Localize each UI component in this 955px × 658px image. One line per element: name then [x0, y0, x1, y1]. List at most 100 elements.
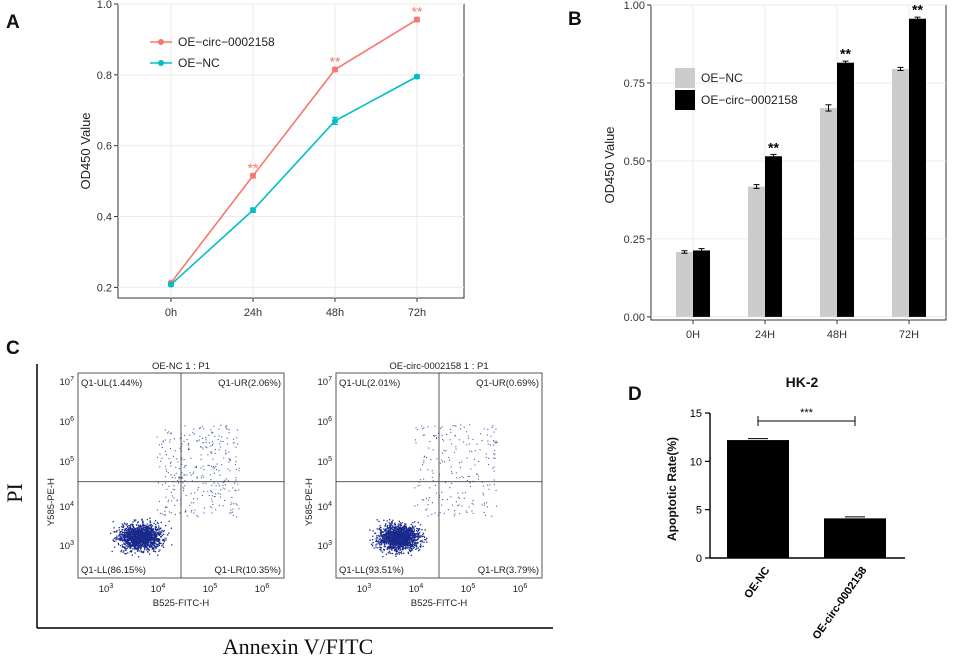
flow-dot	[113, 537, 115, 540]
flow-dot	[226, 428, 228, 430]
flow-dot	[160, 460, 162, 462]
flow-dot	[394, 541, 396, 543]
flow-dot	[164, 429, 166, 431]
flow-y-tick: 103	[318, 540, 333, 552]
flow-dot	[396, 538, 398, 540]
flow-dot	[400, 527, 402, 529]
flow-dot	[426, 537, 428, 540]
flow-dot	[444, 481, 447, 484]
quadrant-ul-label: Q1-UL(1.44%)	[81, 378, 142, 389]
flow-dot	[163, 514, 165, 516]
flow-dot	[122, 546, 124, 548]
flow-dot	[150, 534, 152, 536]
flow-dot	[145, 530, 148, 532]
flow-dot	[173, 497, 175, 499]
flow-dot	[228, 490, 230, 492]
flow-dot	[193, 512, 195, 514]
flow-dot	[153, 543, 155, 546]
flow-dot	[458, 439, 460, 441]
flow-dot	[137, 521, 139, 524]
flow-dot	[121, 539, 124, 541]
flow-dot	[222, 487, 224, 489]
flow-dot	[148, 536, 151, 538]
flow-dot	[152, 539, 155, 541]
flow-dot	[153, 544, 155, 547]
flow-dot	[406, 544, 409, 547]
flow-dot	[114, 540, 116, 543]
flow-dot	[150, 527, 152, 530]
flow-dot	[146, 526, 149, 529]
flow-dot	[125, 541, 127, 544]
line-chart-a: 0.20.40.60.81.00h 24h 48h 72h ****** OE−cir…	[78, 0, 465, 319]
flow-dot	[142, 530, 144, 532]
flow-dot	[493, 444, 495, 446]
flow-dot	[126, 547, 129, 549]
flow-dot	[407, 532, 410, 535]
flow-dot	[392, 530, 394, 533]
flow-y-tick-exponent: 6	[328, 416, 332, 423]
flow-dot	[164, 510, 166, 512]
flow-dot	[146, 518, 149, 521]
flow-dot	[137, 534, 139, 536]
flow-dot	[405, 528, 408, 530]
flow-dot	[413, 536, 415, 539]
flow-dot	[427, 515, 429, 517]
flow-dot	[136, 538, 138, 540]
flow-dot	[493, 483, 495, 485]
flow-dot	[381, 531, 383, 533]
flow-dot	[135, 548, 137, 550]
flow-dot	[404, 536, 407, 538]
flow-dot	[154, 545, 157, 547]
flow-dot	[210, 489, 212, 492]
flow-x-tick: 105	[461, 583, 476, 595]
flow-dot	[472, 499, 474, 502]
flow-dot	[214, 452, 216, 454]
flow-dot	[146, 536, 148, 538]
flow-dot	[227, 443, 229, 445]
flow-dot	[184, 434, 186, 437]
flow-dot	[391, 537, 394, 539]
flow-dot	[407, 527, 410, 529]
flow-dot	[191, 480, 193, 482]
flow-dot	[375, 544, 377, 546]
flow-dot	[131, 529, 133, 531]
flow-dot	[410, 536, 412, 539]
flow-dot	[425, 509, 427, 511]
flow-dot	[416, 542, 418, 544]
flow-dot	[142, 536, 145, 539]
flow-dot	[401, 537, 403, 540]
flow-dot	[410, 530, 412, 532]
flow-dot	[213, 472, 216, 474]
flow-dot	[388, 535, 390, 537]
quadrant-ur-label: Q1-UR(2.06%)	[218, 378, 281, 389]
flow-dot	[157, 538, 159, 540]
flow-dot	[409, 527, 412, 529]
flow-dot	[397, 530, 399, 532]
flow-dot	[133, 537, 135, 539]
flow-dot	[409, 528, 412, 530]
flow-dot	[232, 487, 234, 489]
flow-dot	[137, 549, 139, 551]
flow-dot	[495, 440, 497, 442]
flow-dot	[383, 545, 385, 548]
flow-dot	[142, 551, 145, 554]
flow-dot	[137, 545, 139, 547]
flow-dot	[130, 550, 132, 552]
x-tick-label-a: 72h	[408, 307, 426, 319]
flow-y-tick: 107	[60, 376, 75, 388]
flow-dot	[411, 532, 413, 534]
flow-dot	[234, 489, 236, 491]
flow-dot	[407, 534, 409, 536]
flow-dot	[179, 476, 181, 478]
flow-dot	[161, 513, 163, 515]
flow-dot	[468, 443, 471, 445]
flow-dot	[154, 533, 157, 535]
flow-dot	[414, 544, 416, 546]
flow-dot	[150, 531, 152, 533]
flow-dot	[421, 425, 423, 427]
flow-dot	[133, 545, 136, 547]
flow-dot	[476, 473, 478, 476]
flow-dot	[389, 537, 392, 539]
flow-dot	[144, 527, 146, 529]
flow-dot	[389, 528, 391, 530]
